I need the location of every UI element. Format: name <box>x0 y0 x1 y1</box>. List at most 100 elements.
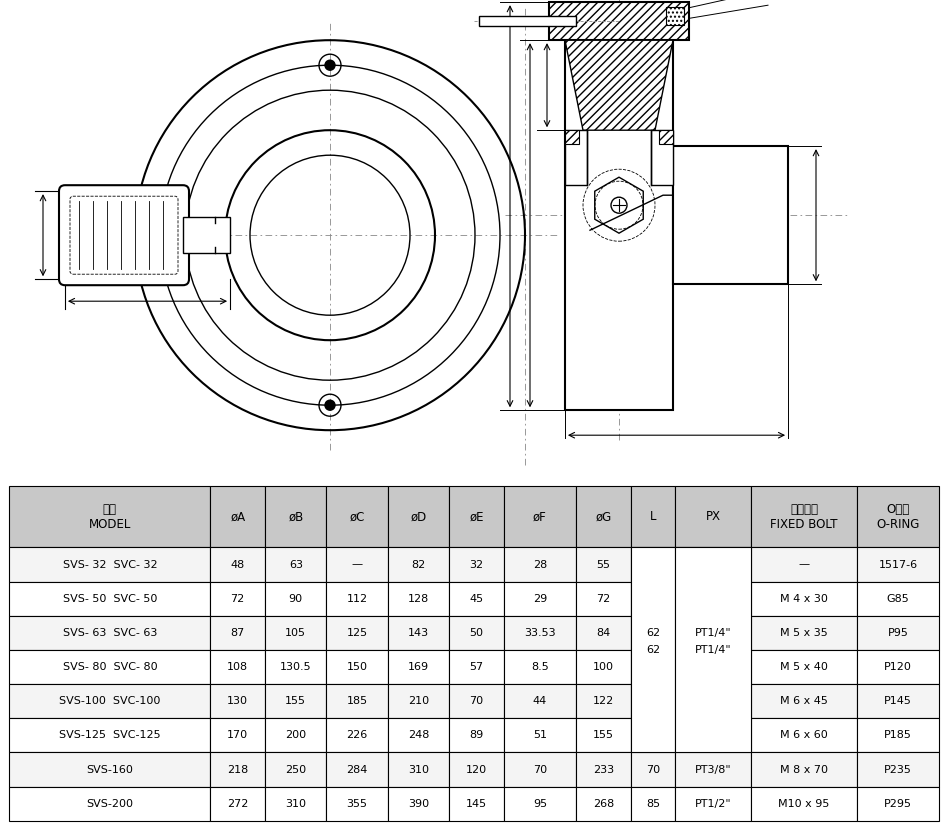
Bar <box>857 616 939 650</box>
Bar <box>449 786 504 821</box>
Bar <box>857 581 939 616</box>
Text: 390: 390 <box>408 799 429 809</box>
Bar <box>631 753 675 786</box>
Text: 170: 170 <box>228 731 248 740</box>
Text: 355: 355 <box>346 799 367 809</box>
Circle shape <box>325 400 335 410</box>
Bar <box>327 548 388 581</box>
Text: 233: 233 <box>593 764 614 774</box>
Text: 105: 105 <box>285 627 306 638</box>
Bar <box>9 616 211 650</box>
Text: 284: 284 <box>346 764 368 774</box>
Text: 250: 250 <box>285 764 307 774</box>
Bar <box>327 753 388 786</box>
Bar <box>576 786 631 821</box>
Bar <box>211 650 265 684</box>
Text: øC: øC <box>349 511 364 523</box>
Bar <box>211 753 265 786</box>
Bar <box>576 684 631 718</box>
Bar <box>675 548 751 581</box>
Bar <box>265 548 327 581</box>
Text: 272: 272 <box>227 799 248 809</box>
Bar <box>388 650 449 684</box>
Text: 210: 210 <box>408 696 429 706</box>
Bar <box>449 581 504 616</box>
Text: 143: 143 <box>408 627 429 638</box>
Text: 72: 72 <box>597 594 611 604</box>
Bar <box>265 786 327 821</box>
Bar <box>504 718 576 753</box>
Text: 70: 70 <box>469 696 483 706</box>
Bar <box>631 548 675 581</box>
Bar <box>327 616 388 650</box>
Bar <box>9 548 211 581</box>
Text: P295: P295 <box>885 799 912 809</box>
Text: 200: 200 <box>285 731 307 740</box>
Text: M10 x 95: M10 x 95 <box>779 799 830 809</box>
Bar <box>675 581 751 616</box>
Text: M 8 x 70: M 8 x 70 <box>780 764 828 774</box>
Bar <box>576 616 631 650</box>
Bar <box>327 486 388 548</box>
Text: PT1/4": PT1/4" <box>695 627 732 638</box>
Text: P145: P145 <box>885 696 912 706</box>
Text: 125: 125 <box>346 627 367 638</box>
Text: 33.53: 33.53 <box>524 627 556 638</box>
Text: 120: 120 <box>466 764 487 774</box>
Text: PT1/2": PT1/2" <box>695 799 732 809</box>
Text: 82: 82 <box>412 559 426 570</box>
Text: P120: P120 <box>885 662 912 672</box>
Bar <box>751 718 857 753</box>
Bar <box>183 218 230 253</box>
Text: SVS- 32  SVC- 32: SVS- 32 SVC- 32 <box>62 559 157 570</box>
Text: SVS-160: SVS-160 <box>87 764 133 774</box>
Bar <box>857 753 939 786</box>
Text: 145: 145 <box>466 799 487 809</box>
Bar <box>576 548 631 581</box>
Text: 63: 63 <box>289 559 303 570</box>
Bar <box>631 684 675 718</box>
Text: 128: 128 <box>408 594 429 604</box>
Bar <box>211 486 265 548</box>
Text: P95: P95 <box>887 627 908 638</box>
Bar <box>631 486 675 548</box>
Text: M 6 x 45: M 6 x 45 <box>780 696 828 706</box>
Bar <box>327 581 388 616</box>
Bar <box>265 581 327 616</box>
Bar <box>265 486 327 548</box>
Text: 89: 89 <box>469 731 483 740</box>
Bar <box>675 548 751 753</box>
Text: øF: øF <box>533 511 547 523</box>
Text: SVS- 63  SVC- 63: SVS- 63 SVC- 63 <box>62 627 157 638</box>
Text: 218: 218 <box>228 764 248 774</box>
Bar <box>576 650 631 684</box>
Bar <box>675 786 751 821</box>
Bar <box>504 684 576 718</box>
Bar <box>327 718 388 753</box>
Bar <box>388 616 449 650</box>
Text: 70: 70 <box>532 764 547 774</box>
Bar <box>631 548 675 753</box>
Text: 150: 150 <box>346 662 367 672</box>
Text: PX: PX <box>706 511 720 523</box>
Text: 248: 248 <box>408 731 429 740</box>
Text: 8.5: 8.5 <box>531 662 548 672</box>
Bar <box>449 650 504 684</box>
FancyBboxPatch shape <box>59 185 189 286</box>
Text: 122: 122 <box>593 696 614 706</box>
Text: L: L <box>649 511 656 523</box>
Text: SVS-100  SVC-100: SVS-100 SVC-100 <box>59 696 160 706</box>
Text: 155: 155 <box>285 696 306 706</box>
Bar <box>388 486 449 548</box>
Text: P235: P235 <box>885 764 912 774</box>
Text: PT1/4": PT1/4" <box>695 645 732 655</box>
Bar <box>651 130 673 185</box>
Bar <box>327 786 388 821</box>
Text: 90: 90 <box>289 594 303 604</box>
Bar <box>576 581 631 616</box>
Bar <box>388 684 449 718</box>
Text: 95: 95 <box>532 799 547 809</box>
Bar <box>751 684 857 718</box>
Text: 108: 108 <box>228 662 248 672</box>
Bar <box>265 616 327 650</box>
